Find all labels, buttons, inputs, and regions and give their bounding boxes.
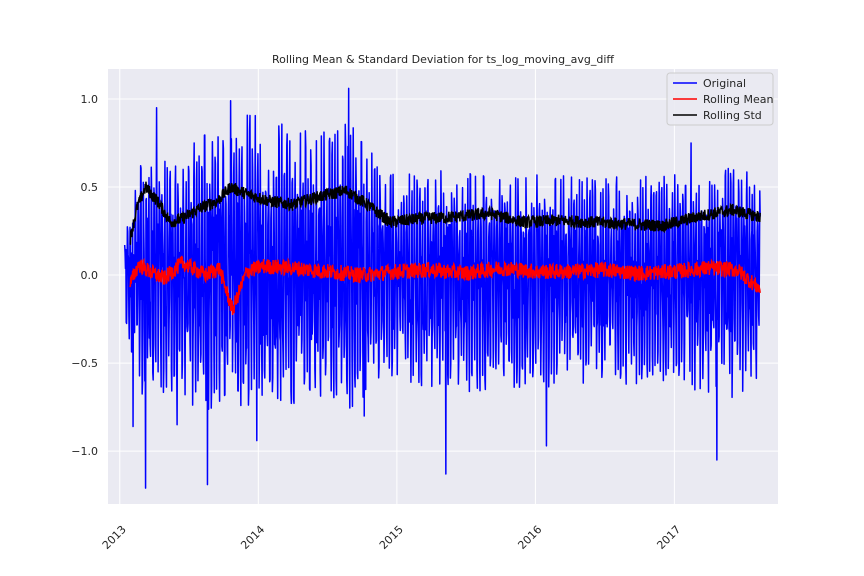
y-tick-label: −0.5 [71,357,98,370]
legend-label: Rolling Std [703,109,762,122]
rolling-mean-line [129,255,761,316]
rolling-std-line [129,181,761,246]
x-tick-label: 2014 [238,523,267,552]
x-tick-label: 2016 [515,523,544,552]
x-tick-label: 2013 [100,523,129,552]
y-tick-label: 1.0 [81,93,99,106]
legend-label: Rolling Mean [703,93,773,106]
original-line [123,87,761,489]
y-tick-label: −1.0 [71,445,98,458]
y-tick-labels: −1.0 −0.5 0.0 0.5 1.0 [71,93,98,458]
legend-frame [666,72,774,126]
original-series [123,87,761,489]
x-tick-label: 2017 [654,523,683,552]
chart-title: Rolling Mean & Standard Deviation for ts… [272,53,614,66]
legend: Original Rolling Mean Rolling Std [666,72,774,126]
y-tick-label: 0.0 [81,269,99,282]
x-tick-label: 2015 [377,523,406,552]
x-tick-labels: 2013 2014 2015 2016 2017 [100,523,684,552]
rolling-mean-series [129,255,761,316]
rolling-std-series [129,181,761,246]
y-tick-label: 0.5 [81,181,99,194]
legend-label: Original [703,77,746,90]
